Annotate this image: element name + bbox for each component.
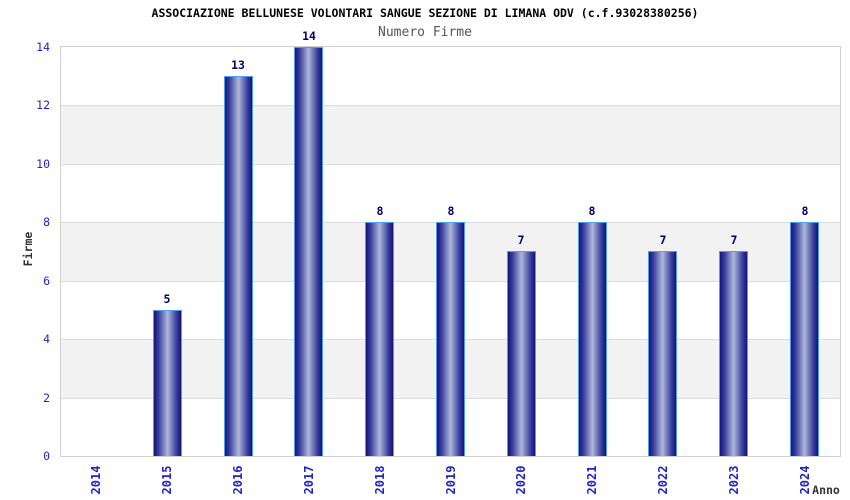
bar xyxy=(224,76,253,456)
bar xyxy=(507,251,536,456)
x-tick-label: 2023 xyxy=(727,465,741,495)
x-tick-label: 2014 xyxy=(89,465,103,495)
y-axis-title: Firme xyxy=(21,231,35,267)
bar xyxy=(153,310,182,456)
bar-value-label: 7 xyxy=(517,233,525,247)
y-tick-label: 0 xyxy=(43,449,50,463)
y-tick-label: 14 xyxy=(36,40,50,54)
bar xyxy=(436,222,465,456)
bar-value-label: 14 xyxy=(302,29,316,43)
x-tick-label: 2016 xyxy=(231,465,245,495)
bar xyxy=(294,47,323,456)
chart-title: ASSOCIAZIONE BELLUNESE VOLONTARI SANGUE … xyxy=(151,6,699,20)
y-tick-label: 8 xyxy=(43,215,50,229)
x-tick-label: 2015 xyxy=(160,465,174,495)
x-tick-label: 2020 xyxy=(514,465,528,495)
bar-value-label: 7 xyxy=(659,233,667,247)
x-tick-label: 2019 xyxy=(444,465,458,495)
bar-value-label: 8 xyxy=(447,204,455,218)
y-tick-label: 12 xyxy=(36,98,50,112)
grid-band xyxy=(61,105,840,164)
y-tick-label: 10 xyxy=(36,157,50,171)
y-tick-label: 2 xyxy=(43,391,50,405)
x-axis-title: Anno xyxy=(812,483,840,497)
x-tick-label: 2021 xyxy=(585,465,599,495)
bar-value-label: 7 xyxy=(730,233,738,247)
y-tick-label: 4 xyxy=(43,332,50,346)
bar xyxy=(719,251,748,456)
bar-value-label: 5 xyxy=(163,292,171,306)
bar-value-label: 8 xyxy=(588,204,596,218)
x-tick-label: 2018 xyxy=(373,465,387,495)
chart-subtitle: Numero Firme xyxy=(378,25,472,40)
bar-value-label: 13 xyxy=(231,58,245,72)
x-tick-label: 2022 xyxy=(656,465,670,495)
x-tick-label: 2017 xyxy=(302,465,316,495)
x-tick-label: 2024 xyxy=(798,465,812,495)
plot-area xyxy=(60,46,841,457)
bar xyxy=(365,222,394,456)
gridline xyxy=(61,164,840,165)
bar xyxy=(790,222,819,456)
bar xyxy=(648,251,677,456)
bar-value-label: 8 xyxy=(801,204,809,218)
gridline xyxy=(61,105,840,106)
bar xyxy=(578,222,607,456)
bar-value-label: 8 xyxy=(376,204,384,218)
y-tick-label: 6 xyxy=(43,274,50,288)
